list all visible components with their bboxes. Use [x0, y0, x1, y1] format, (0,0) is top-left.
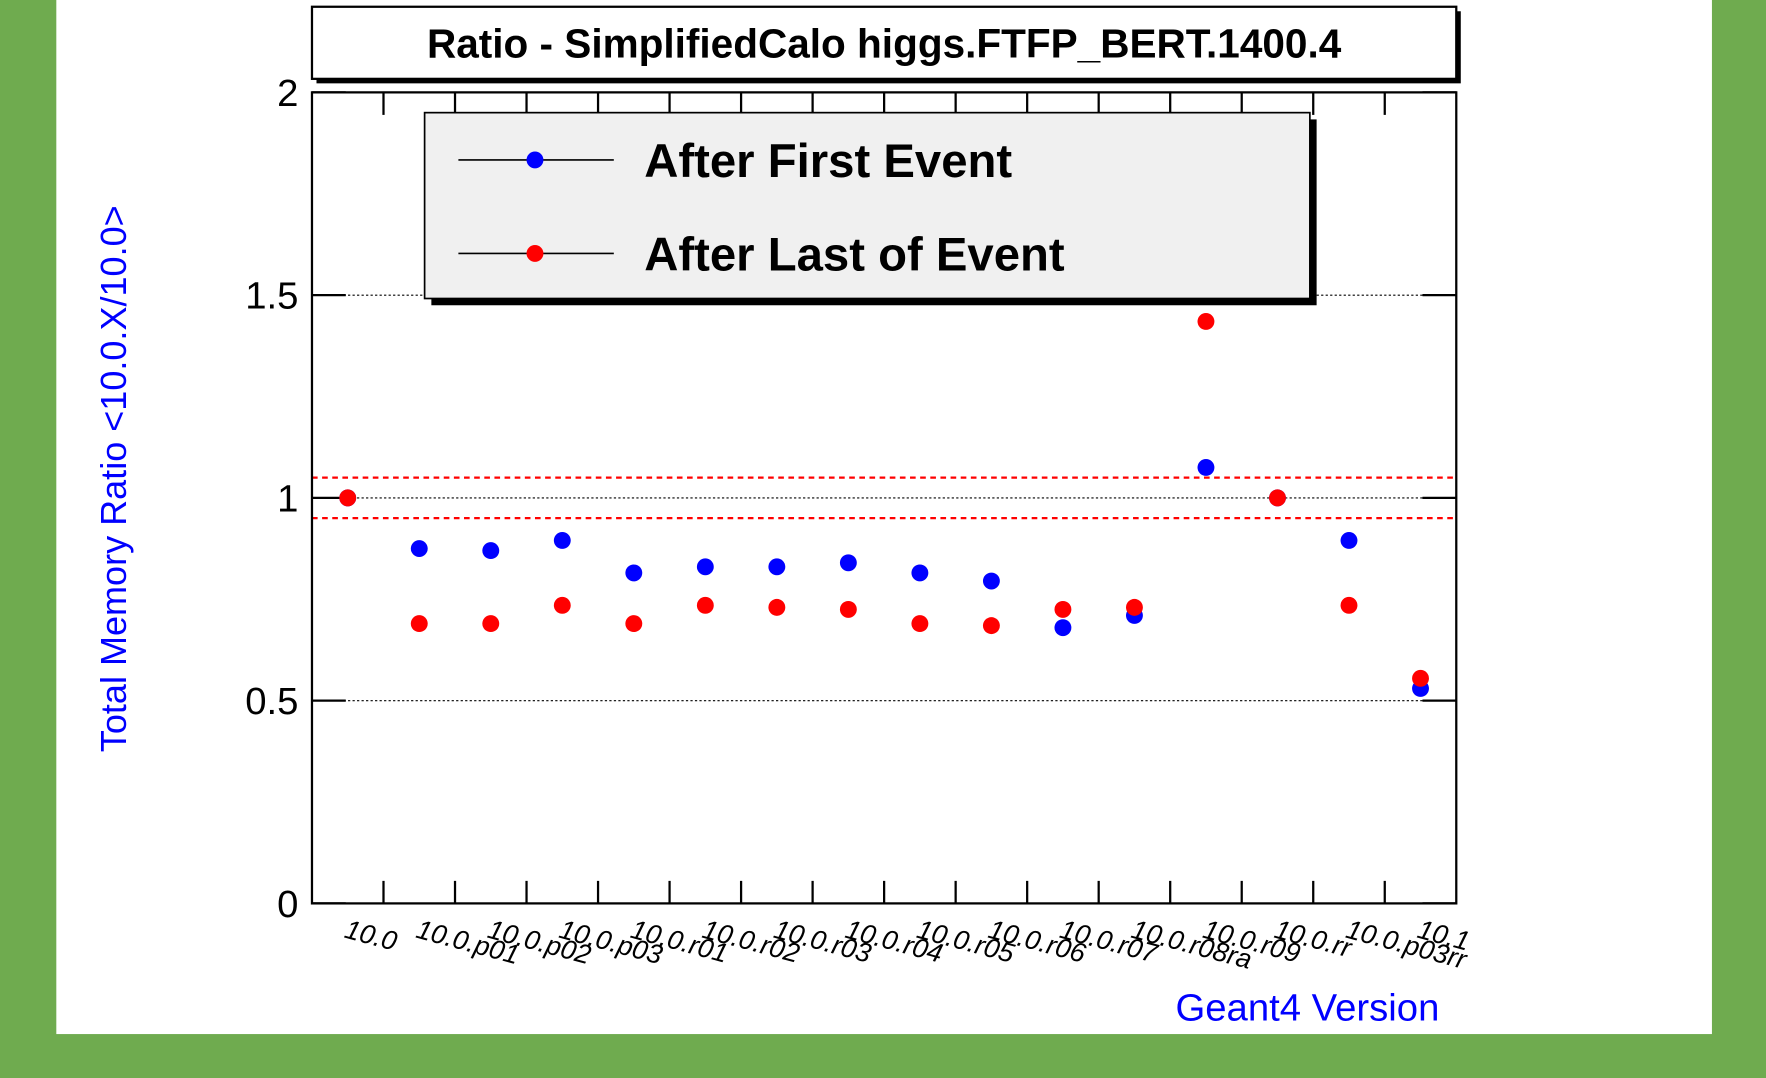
data-point [553, 596, 571, 614]
x-axis-label: Geant4 Version [1175, 987, 1439, 1030]
y-tick-label: 1.5 [245, 275, 298, 318]
legend-label: After First Event [644, 135, 1012, 188]
data-point [482, 615, 500, 633]
data-point [1340, 532, 1358, 549]
data-point [768, 558, 786, 576]
data-point [1412, 669, 1429, 687]
chart-title: Ratio - SimplifiedCalo higgs.FTFP_BERT.1… [427, 20, 1342, 66]
data-point [625, 615, 643, 633]
data-point [1054, 600, 1072, 618]
data-point [1197, 313, 1215, 330]
data-point [982, 617, 1000, 635]
y-tick-label: 2 [277, 72, 298, 115]
y-tick-label: 0.5 [245, 680, 298, 723]
data-point [482, 542, 500, 560]
legend-marker [526, 151, 544, 169]
legend: After First Event After Last of Event [423, 111, 1317, 306]
data-point [839, 600, 857, 618]
data-point [1340, 596, 1358, 614]
plot-frame [310, 91, 1458, 905]
data-point [625, 564, 643, 582]
legend-box [423, 111, 1311, 300]
y-tick-label: 1 [277, 477, 298, 520]
data-point [911, 564, 929, 582]
data-point [696, 596, 714, 614]
data-point [839, 554, 857, 572]
legend-marker [526, 245, 544, 262]
y-tick-label: 0 [277, 883, 298, 926]
data-point [1125, 598, 1143, 616]
data-point [1197, 459, 1215, 476]
data-point [1269, 489, 1286, 507]
data-point [768, 598, 786, 616]
title-box [310, 5, 1458, 80]
data-point [553, 532, 571, 549]
data-point [410, 615, 428, 633]
data-point [1054, 619, 1072, 637]
data-point [911, 615, 929, 633]
data-point [339, 489, 357, 507]
data-point [410, 540, 428, 558]
legend-label: After Last of Event [644, 228, 1065, 281]
data-point [982, 572, 1000, 590]
y-axis-label: Total Memory Ratio <10.0.X/10.0> [93, 205, 134, 752]
data-point [696, 558, 714, 576]
